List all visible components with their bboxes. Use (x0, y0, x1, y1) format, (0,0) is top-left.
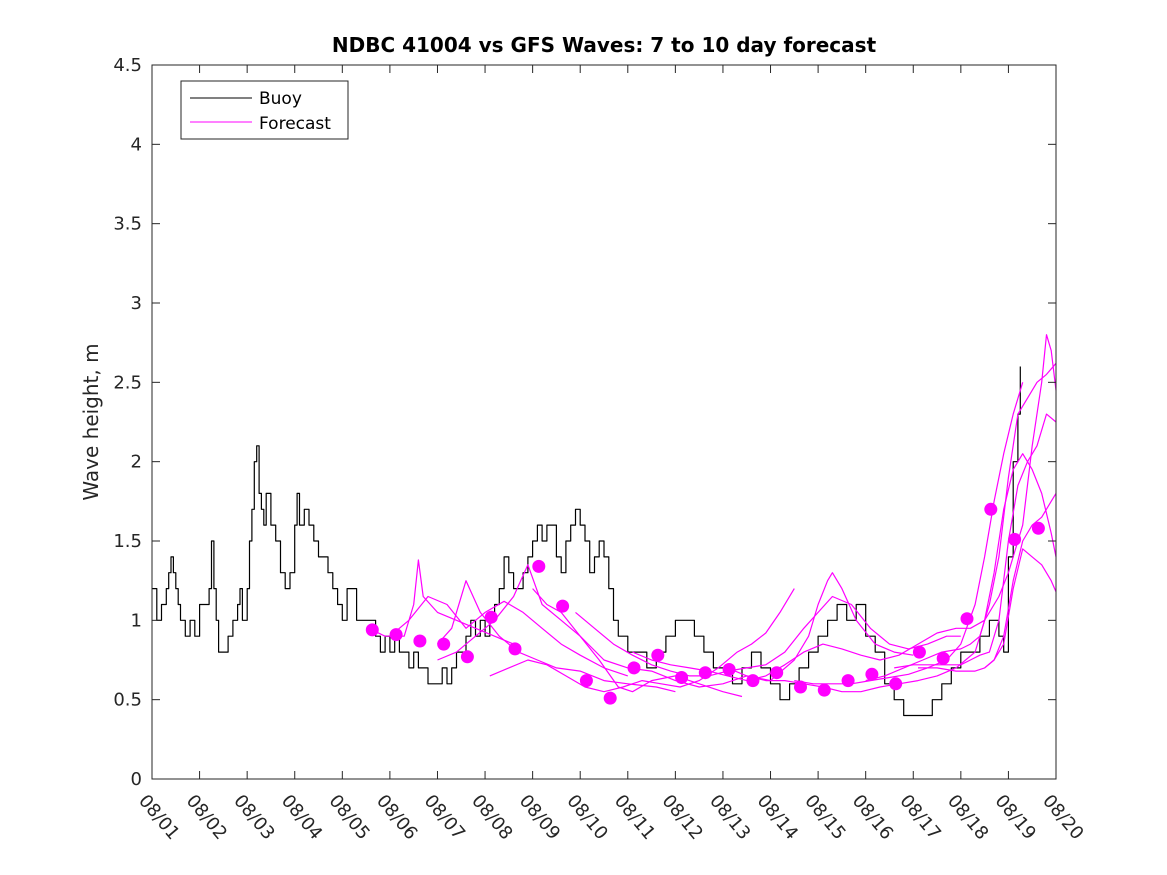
y-tick-label: 4.5 (113, 55, 142, 76)
forecast-marker (389, 628, 403, 642)
forecast-marker (912, 645, 926, 659)
forecast-line-8 (632, 334, 1057, 682)
y-axis-ticks: 0 0.5 1 1.5 2 2.5 3 3.5 4 4.5 (113, 55, 1056, 790)
forecast-series (368, 334, 1057, 698)
forecast-line-13 (918, 548, 1057, 672)
legend-forecast-label: Forecast (259, 114, 331, 134)
forecast-marker (484, 610, 498, 624)
legend-box (180, 80, 349, 140)
plot-area-frame (151, 64, 1057, 780)
forecast-marker (722, 663, 736, 676)
forecast-marker (556, 599, 570, 613)
forecast-line-10 (794, 382, 1024, 685)
forecast-marker (984, 502, 998, 516)
forecast-marker (365, 623, 379, 637)
forecast-marker (627, 661, 641, 675)
forecast-marker (532, 559, 546, 573)
forecast-marker (460, 650, 474, 664)
forecast-line-2 (389, 595, 628, 677)
forecast-marker (865, 667, 879, 681)
forecast-marker (698, 666, 712, 680)
forecast-marker (1008, 532, 1022, 546)
forecast-marker (675, 671, 689, 684)
forecast-marker (437, 637, 451, 651)
forecast-marker (960, 612, 974, 626)
forecast-marker (413, 634, 427, 648)
forecast-marker (889, 677, 903, 691)
forecast-marker (817, 683, 831, 697)
forecast-marker (603, 691, 617, 705)
forecast-marker (746, 674, 760, 688)
buoy-series (152, 366, 1021, 717)
forecast-marker (841, 674, 855, 688)
forecast-line-12 (894, 413, 1057, 669)
y-tick-label: 2.5 (113, 372, 142, 393)
y-tick-label: 2 (131, 452, 142, 473)
forecast-line-5 (489, 588, 795, 693)
chart-title: NDBC 41004 vs GFS Waves: 7 to 10 day for… (332, 33, 877, 57)
forecast-markers (365, 502, 1045, 705)
y-tick-label: 1.5 (113, 531, 142, 552)
forecast-line-11 (865, 362, 1057, 682)
legend: Buoy Forecast (180, 80, 349, 140)
forecast-marker (508, 642, 522, 656)
forecast-marker (794, 680, 807, 694)
forecast-marker (651, 648, 665, 662)
y-tick-label: 0 (131, 769, 142, 790)
forecast-line-3 (437, 580, 676, 693)
y-tick-label: 3 (131, 293, 142, 314)
forecast-marker (579, 674, 593, 688)
forecast-marker (1031, 521, 1045, 535)
legend-buoy-label: Buoy (259, 89, 302, 109)
y-tick-label: 3.5 (113, 214, 142, 235)
forecast-marker (770, 666, 784, 680)
y-axis-label: Wave height, m (79, 343, 103, 500)
y-tick-label: 0.5 (113, 690, 142, 711)
y-tick-label: 4 (131, 134, 142, 155)
y-tick-label: 1 (131, 610, 142, 631)
forecast-line-7 (575, 595, 961, 677)
buoy-line (152, 366, 1021, 717)
forecast-line-14 (984, 493, 1057, 669)
forecast-marker (936, 651, 950, 665)
